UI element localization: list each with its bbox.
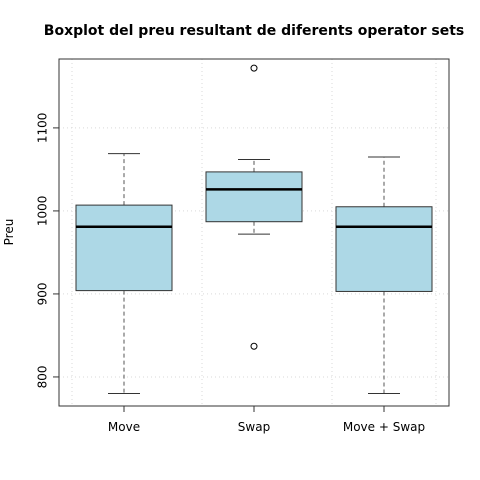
box-2 xyxy=(205,64,303,350)
y-tick-label: 800 xyxy=(36,365,50,388)
outlier-point xyxy=(250,64,258,72)
box-iqr xyxy=(335,206,433,292)
plot-area: 800 900 1000 1100 Move Swap Move + Swap xyxy=(36,58,450,434)
y-tick-label: 1000 xyxy=(36,196,50,227)
outlier-point xyxy=(250,342,258,350)
box-iqr xyxy=(205,171,303,223)
y-tick-label: 1100 xyxy=(36,113,50,144)
y-axis: 800 900 1000 1100 xyxy=(36,113,59,388)
x-tick-label: Swap xyxy=(238,420,270,434)
x-tick-label: Move xyxy=(108,420,140,434)
x-tick-label: Move + Swap xyxy=(343,420,425,434)
box-1 xyxy=(75,153,173,395)
y-tick-label: 900 xyxy=(36,282,50,305)
chart-title: Boxplot del preu resultant de diferents … xyxy=(44,23,464,39)
x-axis: Move Swap Move + Swap xyxy=(108,406,425,434)
box-iqr xyxy=(75,204,173,292)
box-3 xyxy=(335,156,433,395)
y-axis-label: Preu xyxy=(2,219,16,246)
